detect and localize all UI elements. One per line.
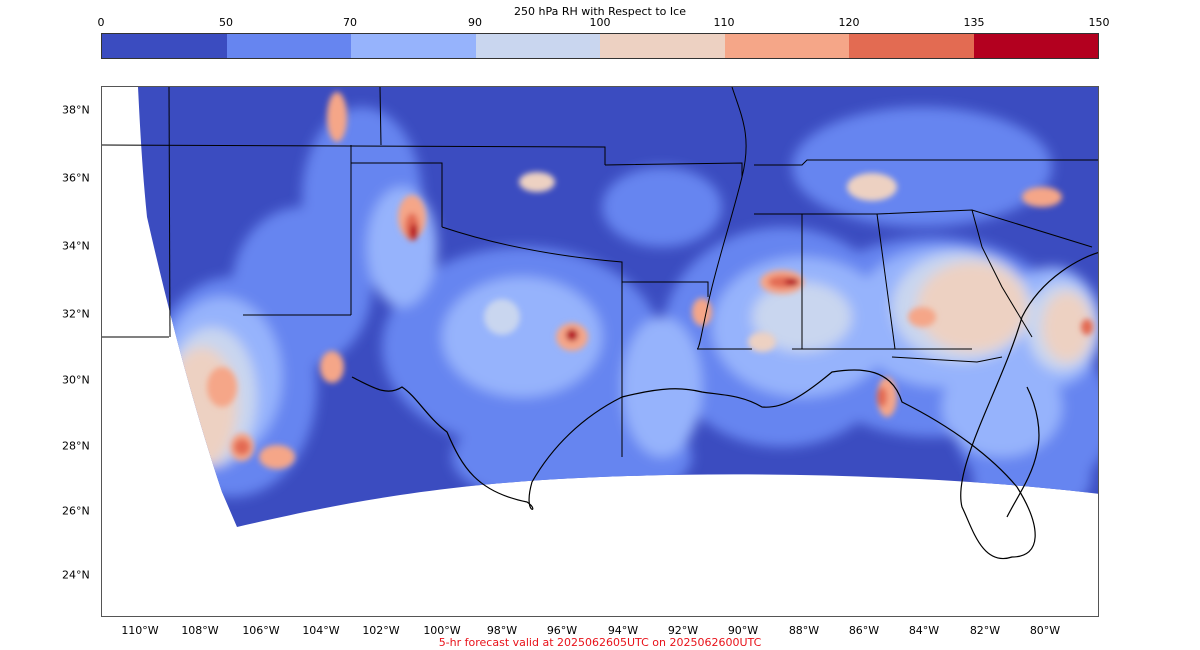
lon-label: 82°W [969,624,1001,637]
lon-label: 86°W [848,624,880,637]
colorbar-segment-1 [226,34,351,58]
colorbar-segment-3 [475,34,600,58]
lat-label: 30°N [62,373,90,387]
state-borders [102,87,1098,457]
colorbar-segment-2 [351,34,476,58]
colorbar-tick: 0 [97,16,105,29]
colorbar-title: 250 hPa RH with Respect to Ice [514,5,686,18]
lon-label: 100°W [423,624,461,637]
lon-label: 94°W [607,624,639,637]
lat-label: 36°N [62,171,90,185]
colorbar-tick: 70 [343,16,357,29]
lon-label: 90°W [727,624,759,637]
colorbar-tick: 90 [468,16,482,29]
colorbar-segment-0 [102,34,227,58]
rh-field [138,87,1098,527]
colorbar-tick: 135 [963,16,985,29]
lat-label: 38°N [62,103,90,117]
lon-label: 106°W [242,624,280,637]
lon-label: 80°W [1029,624,1061,637]
coastline [351,252,1098,560]
colorbar-segment-5 [724,34,849,58]
map-panel[interactable] [101,86,1099,617]
lon-label: 102°W [362,624,400,637]
lat-label: 32°N [62,307,90,321]
map-svg [102,87,1098,560]
lat-label: 34°N [62,239,90,253]
lon-label: 98°W [486,624,518,637]
colorbar-tick: 100 [589,16,611,29]
colorbar-tick: 50 [219,16,233,29]
colorbar-segment-7 [973,34,1098,58]
colorbar-segment-6 [849,34,974,58]
lon-label: 84°W [908,624,940,637]
lon-label: 92°W [667,624,699,637]
lon-label: 88°W [788,624,820,637]
colorbar-tick: 120 [838,16,860,29]
colorbar-segment-4 [600,34,725,58]
lat-label: 26°N [62,504,90,518]
lon-label: 96°W [546,624,578,637]
colorbar-ticks: 0 50 70 90 100 110 120 135 150 [0,16,1200,30]
lon-label: 110°W [121,624,159,637]
colorbar-tick: 110 [713,16,735,29]
colorbar-tick: 150 [1088,16,1110,29]
lon-label: 108°W [181,624,219,637]
lon-label: 104°W [302,624,340,637]
forecast-caption: 5-hr forecast valid at 2025062605UTC on … [438,636,762,649]
lat-label: 28°N [62,439,90,453]
lat-label: 24°N [62,568,90,582]
colorbar [101,33,1099,59]
